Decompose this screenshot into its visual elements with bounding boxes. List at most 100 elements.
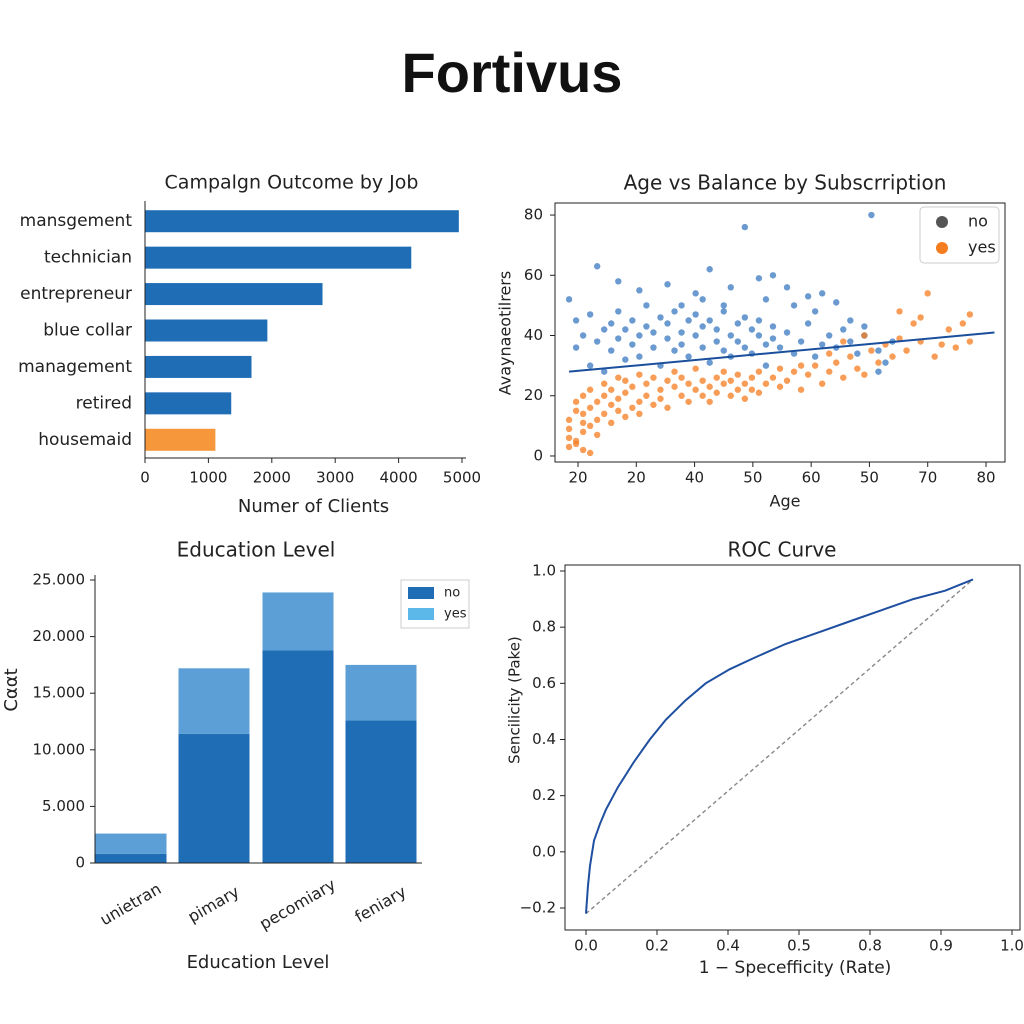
education-bar-yes	[345, 664, 417, 721]
scatter-point-yes	[952, 344, 959, 351]
scatter-point-no	[601, 368, 608, 375]
scatter-point-no	[741, 223, 749, 231]
scatter-point-no	[664, 320, 671, 327]
scatter-point-yes	[593, 431, 601, 439]
scatter-point-yes	[854, 365, 861, 372]
scatter-point-no	[769, 335, 777, 342]
scatter-x-tick-label: 70	[918, 469, 937, 487]
scatter-point-yes	[910, 320, 917, 327]
scatter-y-tick-label: 40	[524, 326, 543, 344]
scatter-point-yes	[966, 338, 974, 345]
scatter-point-no	[818, 341, 826, 348]
scatter-point-yes	[572, 398, 580, 405]
scatter-point-no	[713, 326, 720, 333]
scatter-y-tick-label: 80	[524, 206, 543, 224]
job-tick-label: housemaid	[38, 430, 132, 450]
scatter-point-yes	[748, 374, 756, 381]
scatter-point-yes	[601, 410, 608, 418]
scatter-point-yes	[615, 407, 622, 415]
scatter-point-yes	[804, 371, 812, 378]
scatter-point-yes	[636, 398, 643, 405]
scatter-point-no	[615, 335, 622, 342]
roc-y-tick-label: 0.2	[532, 786, 556, 804]
scatter-point-no	[579, 332, 587, 339]
scatter-point-yes	[840, 374, 847, 381]
scatter-point-no	[755, 275, 763, 282]
scatter-frame	[554, 202, 1006, 463]
scatter-point-yes	[776, 383, 784, 390]
scatter-point-yes	[629, 383, 636, 390]
scatter-point-no	[685, 353, 692, 360]
scatter-point-yes	[924, 290, 931, 297]
job-tick-label: management	[18, 357, 132, 377]
scatter-point-no	[657, 314, 664, 321]
scatter-x-tick-label: 80	[976, 469, 995, 487]
scatter-point-yes	[586, 422, 594, 430]
scatter-point-no	[720, 302, 727, 309]
scatter-point-no	[572, 344, 580, 351]
job-tick-label: mansgement	[20, 211, 133, 231]
job-x-tick-label: 3000	[316, 469, 354, 487]
roc-x-tick-label: 0.2	[645, 937, 669, 955]
scatter-title: Age vs Balance by Subscrription	[624, 171, 947, 195]
scatter-point-no	[741, 314, 749, 321]
job-bar	[145, 246, 412, 269]
scatter-point-no	[713, 338, 720, 345]
education-legend-label: yes	[444, 607, 467, 622]
roc-y-tick-label: 0.4	[532, 730, 556, 748]
scatter-point-yes	[720, 380, 727, 387]
scatter-point-no	[847, 338, 854, 345]
scatter-point-no	[769, 272, 777, 279]
roc-x-tick-label: 0.0	[574, 937, 598, 955]
scatter-point-yes	[769, 374, 777, 381]
education-bar-yes	[95, 833, 167, 854]
scatter-point-no	[875, 347, 882, 354]
scatter-point-yes	[579, 392, 587, 399]
scatter-point-no	[615, 278, 622, 285]
scatter-point-no	[882, 359, 889, 366]
scatter-point-yes	[959, 320, 967, 327]
scatter-point-no	[804, 293, 812, 300]
scatter-point-yes	[720, 368, 727, 375]
scatter-point-no	[699, 344, 706, 351]
scatter-point-yes	[826, 350, 833, 357]
scatter-point-yes	[741, 395, 749, 402]
scatter-point-no	[734, 338, 742, 345]
scatter-point-yes	[579, 446, 587, 454]
scatter-point-yes	[615, 374, 622, 381]
scatter-point-no	[586, 311, 594, 318]
education-legend-swatch	[408, 608, 434, 620]
scatter-point-yes	[657, 386, 664, 393]
scatter-point-yes	[748, 386, 756, 393]
scatter-point-yes	[650, 401, 657, 408]
job-bar	[145, 355, 252, 378]
scatter-point-yes	[699, 377, 706, 384]
scatter-point-yes	[889, 353, 896, 360]
scatter-point-no	[861, 323, 868, 330]
education-x-tick-label: feniary	[352, 882, 410, 926]
education-chart: Education Level unietran pimary pecomiary fe…	[1, 538, 470, 973]
education-x-axis-title: Education Level	[187, 952, 330, 973]
roc-chart: ROC Curve 0.0 0.2 0.4 0.5 0.8 0.9 1.0 −0.2 0.0 0.2…	[506, 538, 1024, 979]
roc-x-tick-label: 0.5	[787, 937, 811, 955]
education-y-axis-title: Cααt	[1, 668, 22, 711]
scatter-point-yes	[643, 392, 650, 399]
job-x-tick-label: 0	[140, 469, 150, 487]
education-chart-title: Education Level	[177, 538, 336, 562]
scatter-point-yes	[734, 371, 742, 378]
scatter-point-no	[636, 353, 643, 360]
scatter-point-no	[875, 368, 882, 375]
scatter-point-no	[678, 329, 685, 336]
scatter-point-yes	[833, 359, 840, 366]
scatter-point-no	[629, 317, 636, 324]
scatter-point-no	[608, 347, 615, 354]
scatter-x-tick-label: 50	[860, 469, 879, 487]
job-x-tick-label: 4000	[380, 469, 418, 487]
scatter-point-no	[615, 308, 622, 315]
scatter-point-no	[608, 320, 615, 327]
age-balance-chart: Age vs Balance by Subscrription 20 20 40 50 6…	[496, 171, 1006, 511]
scatter-point-yes	[608, 386, 615, 393]
scatter-point-yes	[755, 389, 763, 396]
scatter-point-yes	[692, 386, 699, 393]
